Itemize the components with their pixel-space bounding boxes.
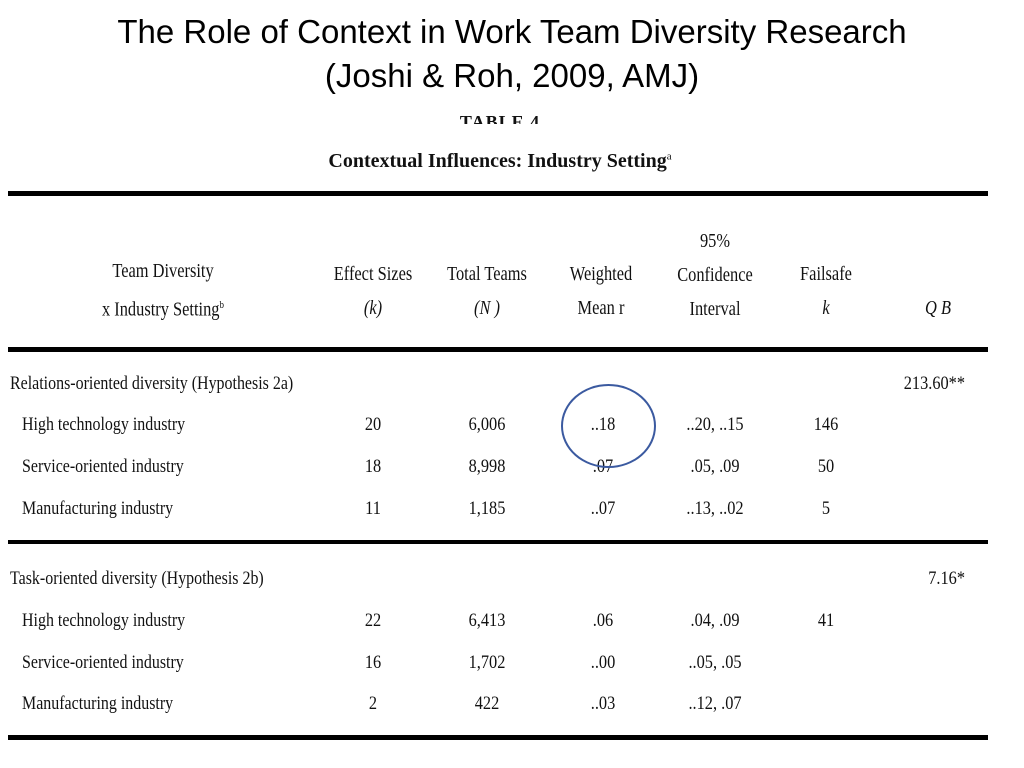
header-total-teams: Total Teams (N ) bbox=[438, 257, 536, 325]
header-diversity-line-2: x Industry Setting bbox=[101, 298, 220, 321]
cell-ci: ..13, ..02 bbox=[686, 498, 744, 519]
cell-r: ..07 bbox=[590, 498, 616, 519]
qb-value-relations: 213.60** bbox=[903, 373, 965, 394]
cell-k: 16 bbox=[364, 652, 382, 673]
cell-n: 6,006 bbox=[468, 414, 506, 435]
header-qb-text: Q B bbox=[925, 297, 951, 319]
slide-title-line-1: The Role of Context in Work Team Diversi… bbox=[117, 13, 907, 50]
header-ci-line-2: Confidence bbox=[677, 264, 753, 286]
cell-n: 1,185 bbox=[468, 498, 506, 519]
cell-n: 8,998 bbox=[468, 456, 506, 477]
table-title: Contextual Influences: Industry Settinga bbox=[0, 150, 1000, 173]
row-label: Service-oriented industry bbox=[22, 652, 184, 673]
row-label: High technology industry bbox=[22, 414, 186, 435]
row-label: Service-oriented industry bbox=[22, 456, 184, 477]
header-qb: Q B bbox=[901, 291, 975, 325]
cell-r: ..03 bbox=[590, 693, 616, 714]
header-team-diversity: Team Diversity x Industry Settingb bbox=[77, 254, 249, 327]
row-label: High technology industry bbox=[22, 610, 186, 631]
header-failsafe-line-1: Failsafe bbox=[800, 263, 852, 285]
cell-k: 22 bbox=[364, 610, 382, 631]
cell-failsafe: 146 bbox=[813, 414, 839, 435]
qb-value-task: 7.16* bbox=[928, 568, 965, 589]
header-effect-sizes: Effect Sizes (k) bbox=[324, 257, 422, 325]
header-weighted-line-2: Mean r bbox=[577, 297, 625, 319]
cell-r: ..00 bbox=[590, 652, 616, 673]
header-weighted-mean: Weighted Mean r bbox=[556, 257, 646, 325]
cell-r: .06 bbox=[592, 610, 614, 631]
group-divider-rule bbox=[8, 540, 988, 544]
cell-failsafe: 41 bbox=[817, 610, 835, 631]
cell-n: 1,702 bbox=[468, 652, 506, 673]
slide-title-line-2: (Joshi & Roh, 2009, AMJ) bbox=[324, 57, 700, 94]
cell-ci: .05, .09 bbox=[690, 456, 740, 477]
header-diversity-note: b bbox=[219, 299, 225, 311]
header-confidence-interval: 95% Confidence Interval bbox=[666, 224, 764, 326]
table-bottom-rule bbox=[8, 735, 988, 740]
cell-ci: .04, .09 bbox=[690, 610, 740, 631]
header-effect-line-2: (k) bbox=[363, 297, 383, 319]
header-effect-line-1: Effect Sizes bbox=[333, 263, 413, 285]
group-label-task: Task-oriented diversity (Hypothesis 2b) bbox=[10, 568, 264, 589]
cell-k: 11 bbox=[365, 498, 381, 519]
header-teams-line-1: Total Teams bbox=[447, 263, 527, 285]
table-title-note: a bbox=[666, 150, 672, 163]
cell-ci: ..05, .05 bbox=[688, 652, 742, 673]
highlight-circle bbox=[561, 384, 656, 468]
table-title-text: Contextual Influences: Industry Setting bbox=[328, 150, 667, 172]
header-ci-line-1: 95% bbox=[699, 230, 731, 252]
header-failsafe-line-2: k bbox=[822, 297, 830, 319]
cell-failsafe: 5 bbox=[821, 498, 831, 519]
cell-ci: ..12, .07 bbox=[688, 693, 742, 714]
row-label: Manufacturing industry bbox=[22, 498, 174, 519]
slide-title: The Role of Context in Work Team Diversi… bbox=[0, 10, 1024, 98]
header-failsafe: Failsafe k bbox=[785, 257, 867, 325]
header-weighted-line-1: Weighted bbox=[569, 263, 633, 285]
cell-n: 6,413 bbox=[468, 610, 506, 631]
table-top-rule bbox=[8, 191, 988, 196]
cell-ci: ..20, ..15 bbox=[686, 414, 744, 435]
header-ci-line-3: Interval bbox=[689, 298, 741, 320]
cell-n: 422 bbox=[474, 693, 500, 714]
header-diversity-line-1: Team Diversity bbox=[112, 260, 214, 282]
header-teams-line-2: (N ) bbox=[474, 297, 500, 319]
cell-k: 20 bbox=[364, 414, 382, 435]
group-label-relations: Relations-oriented diversity (Hypothesis… bbox=[10, 373, 294, 394]
header-bottom-rule bbox=[8, 347, 988, 352]
row-label: Manufacturing industry bbox=[22, 693, 174, 714]
table-number: TABLE 4 bbox=[459, 112, 541, 124]
cell-failsafe: 50 bbox=[817, 456, 835, 477]
cell-k: 2 bbox=[368, 693, 378, 714]
cell-k: 18 bbox=[364, 456, 382, 477]
